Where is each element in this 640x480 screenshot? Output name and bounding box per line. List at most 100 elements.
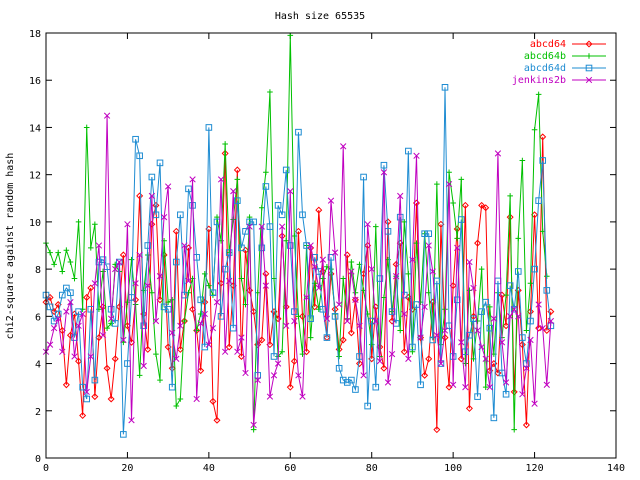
data-point <box>79 383 86 391</box>
data-point <box>441 327 449 334</box>
data-point <box>510 388 518 396</box>
data-point <box>539 133 547 141</box>
legend-label: jenkins2b <box>512 75 566 86</box>
data-point <box>527 280 534 287</box>
data-point <box>58 291 66 299</box>
data-point <box>348 259 355 265</box>
data-point <box>327 197 335 204</box>
data-point <box>372 383 380 391</box>
x-tick-label: 0 <box>43 463 49 474</box>
data-point <box>502 322 510 330</box>
data-point <box>152 317 160 325</box>
data-point <box>258 223 265 230</box>
data-point <box>87 284 95 292</box>
data-point <box>376 358 384 365</box>
data-point <box>209 324 217 332</box>
legend-label: abcd64 <box>530 39 566 50</box>
data-point <box>71 275 78 282</box>
data-point <box>83 388 90 396</box>
plot-frame <box>45 32 617 459</box>
data-point <box>225 343 233 351</box>
data-point <box>515 235 522 242</box>
data-point <box>241 246 250 254</box>
data-point <box>543 287 551 294</box>
data-point <box>494 369 502 377</box>
data-point <box>519 157 526 164</box>
data-point <box>307 242 314 249</box>
data-point <box>535 301 542 308</box>
data-point <box>164 183 172 190</box>
data-point <box>514 268 522 275</box>
data-point <box>226 277 233 285</box>
data-point <box>404 293 412 301</box>
data-point <box>132 280 139 287</box>
data-point <box>442 306 448 313</box>
data-point <box>206 282 212 289</box>
data-point <box>290 357 298 365</box>
data-point <box>63 284 70 292</box>
data-point <box>434 181 440 187</box>
data-point <box>91 376 99 384</box>
data-point <box>181 242 188 249</box>
data-point <box>380 169 388 176</box>
data-point <box>209 289 217 297</box>
data-point <box>486 384 493 391</box>
data-point <box>262 282 270 289</box>
data-point <box>91 393 99 401</box>
data-point <box>449 381 457 388</box>
legend-label: abcd64d <box>524 63 566 74</box>
data-point <box>233 166 241 174</box>
data-point <box>401 310 408 318</box>
data-point <box>270 353 278 360</box>
data-point <box>213 416 221 424</box>
data-point <box>185 185 192 193</box>
y-tick-label: 18 <box>29 29 41 40</box>
data-point <box>266 393 274 400</box>
data-point <box>315 206 323 214</box>
data-point <box>535 324 543 332</box>
data-point <box>234 176 241 183</box>
legend-marker <box>586 53 592 59</box>
data-point <box>392 273 400 280</box>
data-point <box>319 305 327 313</box>
data-point <box>172 227 180 235</box>
data-point <box>274 202 282 209</box>
data-point <box>347 329 355 337</box>
data-point <box>543 381 550 388</box>
data-point <box>119 251 127 259</box>
data-point <box>458 176 465 183</box>
data-point <box>356 322 363 329</box>
data-point <box>462 384 469 391</box>
data-point <box>400 291 408 299</box>
data-point <box>148 192 156 200</box>
data-point <box>458 339 465 346</box>
data-point <box>445 383 453 391</box>
data-point <box>132 301 139 308</box>
data-point <box>482 204 490 212</box>
data-point <box>136 192 144 200</box>
data-point <box>405 147 412 155</box>
data-point <box>490 414 498 422</box>
data-point <box>360 173 367 181</box>
data-point <box>91 280 99 287</box>
data-point <box>197 296 205 304</box>
data-point <box>83 395 91 403</box>
data-point <box>335 364 343 372</box>
data-point <box>327 254 335 261</box>
data-point <box>111 320 119 327</box>
data-point <box>478 201 486 209</box>
data-point <box>234 197 241 204</box>
data-point <box>120 431 127 438</box>
data-point <box>531 127 538 133</box>
data-point <box>213 299 221 306</box>
data-point <box>55 249 62 256</box>
data-point <box>535 91 542 98</box>
data-point <box>295 313 302 320</box>
chart-title: Hash size 65535 <box>275 11 365 22</box>
data-point <box>437 360 445 367</box>
data-point <box>193 327 200 334</box>
data-point <box>503 292 509 298</box>
data-point <box>238 334 245 341</box>
data-point <box>486 324 494 332</box>
data-point <box>116 258 123 266</box>
